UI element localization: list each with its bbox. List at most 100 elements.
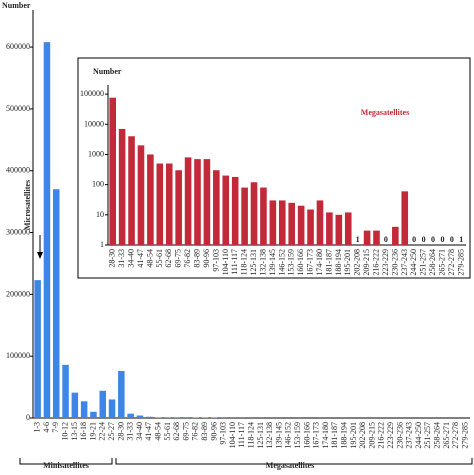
y-tick-label: 100000: [80, 89, 104, 98]
x-tick-label: 25-27: [107, 422, 116, 441]
bar: [222, 175, 230, 245]
x-tick-label: 244-250: [409, 249, 418, 276]
x-tick-label: 244-250: [414, 422, 423, 449]
x-tick-label: 272-278: [451, 422, 460, 449]
bar: [43, 42, 51, 419]
bar: [90, 411, 97, 418]
x-tick-label: 237-243: [405, 422, 414, 449]
bar: [118, 128, 126, 245]
y-tick-label: 1000: [88, 149, 104, 158]
x-tick-label: 139-145: [268, 249, 277, 276]
y-tick-label: 10: [96, 210, 104, 219]
bar: [175, 170, 182, 245]
bar: [147, 154, 154, 245]
x-tick-label: 167-173: [312, 422, 321, 449]
bar: [241, 187, 248, 245]
x-tick-label: 167-173: [306, 249, 315, 276]
x-tick-label: 216-222: [377, 422, 386, 449]
x-tick-label: 195-201: [349, 422, 358, 449]
x-tick-label: 90-96: [209, 422, 218, 441]
value-label: 1: [356, 235, 360, 244]
x-tick-label: 139-145: [274, 422, 283, 449]
x-tick-label: 181-187: [330, 422, 339, 449]
bar: [156, 163, 164, 245]
x-tick-label: 69-75: [174, 249, 183, 268]
bar: [62, 364, 69, 418]
bar: [213, 170, 220, 245]
x-tick-label: 34-40: [135, 422, 144, 441]
x-tick-label: 19-21: [88, 422, 97, 441]
y-tick-label: 400000: [6, 166, 30, 175]
bar: [128, 136, 135, 245]
bar: [71, 392, 79, 418]
bar: [52, 189, 60, 418]
bar: [335, 214, 343, 245]
bar: [288, 202, 296, 245]
x-tick-label: 153-159: [293, 422, 302, 449]
bar: [373, 230, 380, 245]
bar: [118, 371, 125, 418]
x-tick-label: 132-138: [258, 249, 267, 276]
value-label: 0: [431, 235, 435, 244]
x-tick-label: 1-3: [33, 422, 42, 433]
x-tick-label: 22-24: [98, 422, 107, 441]
y-tick-label: 100: [92, 180, 104, 189]
x-tick-label: 83-89: [193, 249, 202, 268]
y-tick-label: 100000: [6, 351, 30, 360]
bar: [250, 182, 258, 245]
inset-title: Megasatellites: [361, 108, 409, 117]
bar: [344, 212, 352, 245]
x-tick-label: 125-131: [256, 422, 265, 449]
value-label: 0: [450, 235, 454, 244]
x-tick-label: 76-82: [183, 249, 192, 268]
value-label: 0: [440, 235, 444, 244]
x-tick-label: 31-33: [126, 422, 135, 441]
x-tick-label: 209-215: [362, 249, 371, 276]
x-tick-label: 209-215: [367, 422, 376, 449]
bracket: [19, 458, 113, 465]
bar: [80, 401, 88, 418]
bar: [269, 200, 277, 245]
value-label: 0: [412, 235, 416, 244]
x-tick-label: 265-271: [437, 249, 446, 276]
bar: [307, 209, 314, 245]
bar: [297, 205, 305, 245]
bar: [203, 159, 211, 245]
value-label: 0: [422, 235, 426, 244]
x-tick-label: 279-285: [456, 249, 465, 276]
x-tick-label: 90-96: [202, 249, 211, 268]
x-tick-label: 230-236: [390, 249, 399, 276]
x-tick-label: 160-166: [302, 422, 311, 449]
x-tick-label: 48-54: [145, 249, 154, 268]
x-tick-label: 202-208: [358, 422, 367, 449]
x-tick-label: 216-222: [372, 249, 381, 276]
micro-label: Microsatellites: [23, 180, 32, 230]
y-tick-label: 200000: [6, 289, 30, 298]
x-tick-label: 258-264: [432, 422, 441, 449]
x-tick-label: 13-15: [70, 422, 79, 441]
x-tick-label: 118-124: [240, 249, 249, 275]
mini-label: Minisatellites: [43, 461, 89, 470]
x-tick-label: 4-6: [42, 422, 51, 433]
x-tick-label: 83-89: [200, 422, 209, 441]
bar: [260, 187, 267, 245]
x-tick-label: 202-208: [353, 249, 362, 276]
x-tick-label: 10-12: [61, 422, 70, 441]
inset-y-label: Number: [93, 67, 122, 76]
bar: [392, 226, 399, 245]
x-tick-label: 258-264: [428, 249, 437, 276]
bracket: [115, 458, 473, 465]
mega-label: Megasatellites: [266, 461, 314, 470]
x-tick-label: 125-131: [249, 249, 258, 276]
x-tick-label: 181-187: [324, 249, 333, 276]
bar: [401, 191, 409, 245]
x-tick-label: 62-68: [164, 249, 173, 268]
x-tick-label: 153-159: [287, 249, 296, 276]
bar: [316, 200, 324, 245]
x-tick-label: 48-54: [154, 422, 163, 441]
x-tick-label: 28-30: [108, 249, 117, 268]
y-tick-label: 600000: [6, 42, 30, 51]
x-tick-label: 7-9: [51, 422, 60, 433]
x-tick-label: 146-152: [284, 422, 293, 449]
